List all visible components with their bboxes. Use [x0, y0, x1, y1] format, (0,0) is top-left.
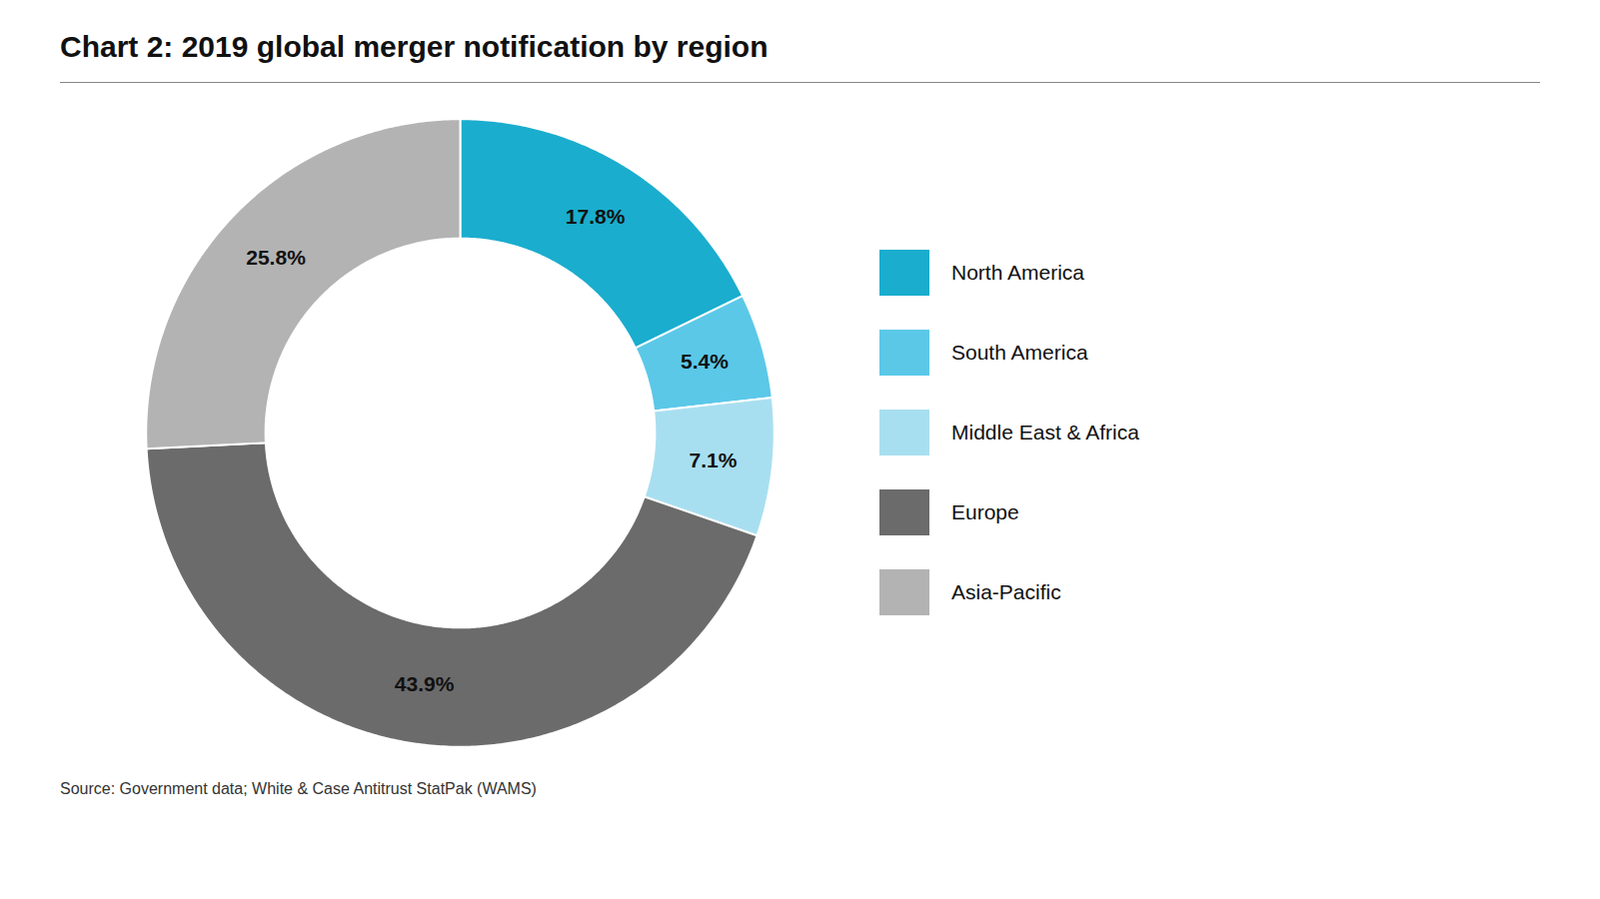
html-text:Middle East & Africa: Middle East & Africa: [951, 420, 1140, 444]
svg-text:7.1%: 7.1%: [689, 448, 738, 472]
html-text:Europe: Europe: [951, 500, 1020, 524]
html-text:Source: Government data; White: Source: Government data; White & Case An…: [59, 780, 537, 798]
html-text:Chart 2: 2019 global merger no: Chart 2: 2019 global merger notification…: [59, 29, 769, 63]
svg-text:5.4%: 5.4%: [680, 349, 729, 373]
html-text:North America: North America: [951, 260, 1085, 284]
html-text:South America: South America: [951, 340, 1088, 364]
svg-text:43.9%: 43.9%: [394, 672, 455, 696]
svg-text:25.8%: 25.8%: [245, 245, 306, 269]
html-text:Asia-Pacific: Asia-Pacific: [951, 580, 1062, 604]
svg-text:17.8%: 17.8%: [565, 204, 626, 228]
